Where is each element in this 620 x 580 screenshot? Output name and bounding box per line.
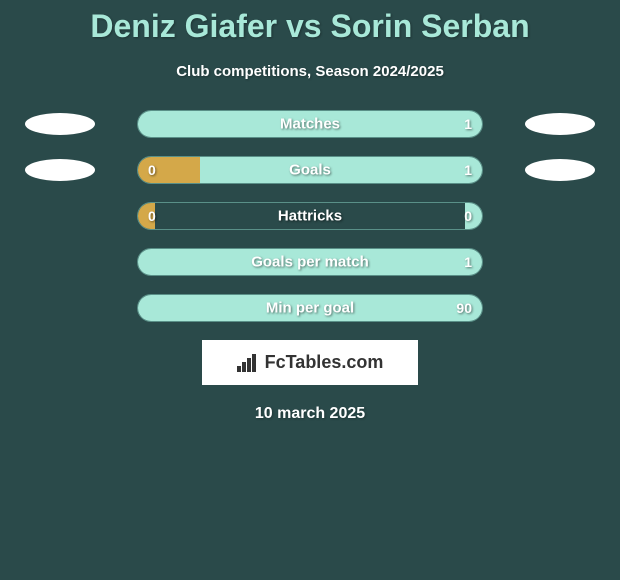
fctables-label: FcTables.com (265, 352, 384, 373)
stat-row-matches: Matches 1 (0, 110, 620, 138)
subtitle: Club competitions, Season 2024/2025 (0, 63, 620, 80)
stat-right-value: 0 (464, 208, 472, 224)
chart-icon (237, 354, 259, 372)
stat-row-goals: 0 Goals 1 (0, 156, 620, 184)
bar-right-fill (200, 157, 482, 183)
stat-bar: Goals per match 1 (137, 248, 483, 276)
stat-right-value: 90 (456, 300, 472, 316)
stat-label: Goals (289, 162, 331, 179)
player-left-oval (25, 159, 95, 181)
stat-row-min-per-goal: Min per goal 90 (0, 294, 620, 322)
page-title: Deniz Giafer vs Sorin Serban (0, 0, 620, 45)
stats-container: Matches 1 0 Goals 1 0 Hattricks 0 (0, 110, 620, 322)
stat-bar: Matches 1 (137, 110, 483, 138)
stat-label: Hattricks (278, 208, 342, 225)
stat-right-value: 1 (464, 116, 472, 132)
stat-row-hattricks: 0 Hattricks 0 (0, 202, 620, 230)
player-right-oval (525, 113, 595, 135)
stat-bar: 0 Hattricks 0 (137, 202, 483, 230)
stat-left-value: 0 (148, 162, 156, 178)
stat-right-value: 1 (464, 162, 472, 178)
stat-label: Min per goal (266, 300, 354, 317)
stat-row-goals-per-match: Goals per match 1 (0, 248, 620, 276)
stat-bar: Min per goal 90 (137, 294, 483, 322)
player-right-oval (525, 159, 595, 181)
stat-right-value: 1 (464, 254, 472, 270)
stat-label: Matches (280, 116, 340, 133)
date-text: 10 march 2025 (0, 405, 620, 423)
stat-label: Goals per match (251, 254, 369, 271)
stat-bar: 0 Goals 1 (137, 156, 483, 184)
player-left-oval (25, 113, 95, 135)
fctables-banner[interactable]: FcTables.com (202, 340, 418, 385)
stat-left-value: 0 (148, 208, 156, 224)
